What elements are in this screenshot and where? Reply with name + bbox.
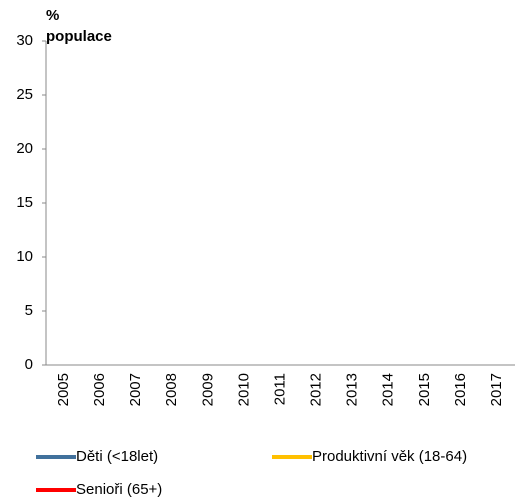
- y-tick-label: 30: [16, 32, 33, 49]
- y-tick-label: 25: [16, 86, 33, 103]
- y-tick-label: 10: [16, 248, 33, 265]
- y-tick-label: 0: [25, 356, 33, 373]
- y-axis-title: populace: [46, 28, 112, 45]
- x-tick-label: 2007: [127, 373, 144, 406]
- x-tick-label: 2012: [308, 373, 325, 406]
- y-axis-title: %: [46, 7, 59, 24]
- x-tick-label: 2014: [380, 373, 397, 406]
- legend-label: Senioři (65+): [76, 481, 162, 498]
- x-tick-label: 2017: [488, 373, 505, 406]
- x-tick-label: 2016: [452, 373, 469, 406]
- legend-label: Produktivní věk (18-64): [312, 448, 467, 465]
- x-tick-label: 2005: [55, 373, 72, 406]
- x-tick-label: 2008: [163, 373, 180, 406]
- x-tick-label: 2009: [199, 373, 216, 406]
- x-tick-label: 2013: [344, 373, 361, 406]
- y-tick-label: 15: [16, 194, 33, 211]
- x-tick-label: 2006: [91, 373, 108, 406]
- y-tick-label: 5: [25, 302, 33, 319]
- y-tick-label: 20: [16, 140, 33, 157]
- x-tick-label: 2010: [235, 373, 252, 406]
- x-tick-label: 2015: [416, 373, 433, 406]
- legend-label: Děti (<18let): [76, 448, 158, 465]
- x-tick-label: 2011: [271, 373, 288, 405]
